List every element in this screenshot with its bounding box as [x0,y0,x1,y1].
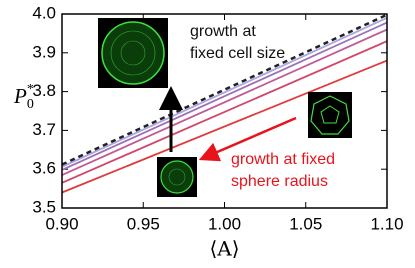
annotation: growth at fixed [231,151,335,168]
y-tick-label: 3.6 [32,159,56,178]
annotation: sphere radius [231,173,328,190]
series-line [61,21,388,171]
series-line [61,28,388,176]
x-tick-label: 1.00 [208,214,241,233]
sphere-large-image [98,18,168,88]
arrow-red [198,116,297,162]
y-label-sub: 0 [27,97,34,112]
y-tick-label: 3.9 [32,42,56,61]
x-axis-label: ⟨A⟩ [209,237,239,261]
plot-frame [61,13,388,209]
y-tick-label: 4.0 [32,3,56,22]
series-line [61,17,388,168]
y-label-base: P [13,84,27,108]
series-line [61,59,388,194]
x-tick-label: 0.90 [45,214,78,233]
polyhedron-image [308,92,352,138]
x-tick-label: 1.10 [370,214,403,233]
y-tick-label: 3.5 [32,197,56,216]
y-label-sup: * [27,82,34,97]
annotation: growth at [190,23,256,40]
y-tick-label: 3.7 [32,120,56,139]
y-tick-label: 3.8 [32,81,56,100]
sphere-small-image [157,157,197,197]
annotation: fixed cell size [190,45,285,62]
x-tick-label: 1.05 [289,214,322,233]
x-tick-label: 0.95 [127,214,160,233]
y-axis-label: P* 0 [13,82,34,112]
series-line [61,13,388,166]
series-line [61,40,388,184]
